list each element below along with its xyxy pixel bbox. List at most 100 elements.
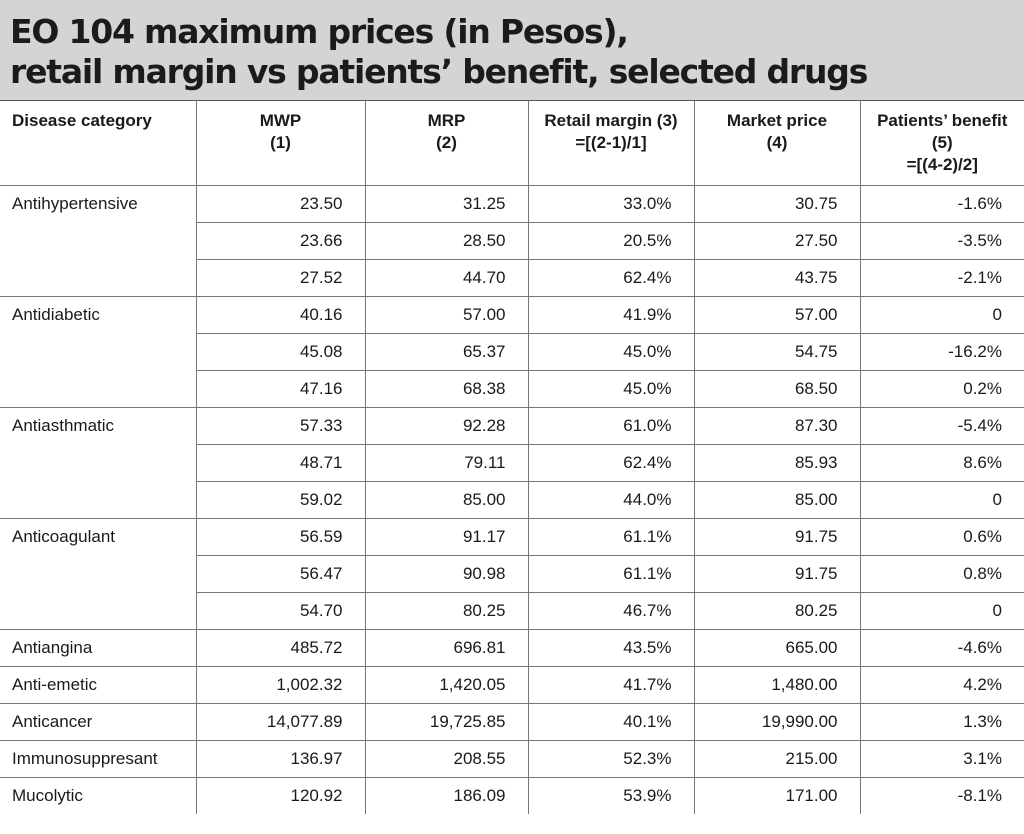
- value-cell: 91.75: [693, 518, 860, 556]
- value-cell: 1,002.32: [195, 666, 365, 704]
- value-cell: 208.55: [364, 740, 528, 778]
- column-header-text: (2): [436, 133, 457, 152]
- value-cell: 85.00: [693, 481, 860, 519]
- chart-title: EO 104 maximum prices (in Pesos), retail…: [10, 12, 1024, 92]
- disease-category-cell: Antiasthmatic: [0, 407, 196, 519]
- value-cell: 4.2%: [859, 666, 1024, 704]
- column-header-text: Disease category: [12, 111, 152, 130]
- column-header-text: Patients’ benefit: [877, 111, 1008, 130]
- disease-category-cell: Anticancer: [0, 703, 196, 741]
- column-header-text: Market price: [726, 111, 828, 130]
- value-cell: 59.02: [195, 481, 365, 519]
- value-cell: 62.4%: [527, 444, 694, 482]
- value-cell: 696.81: [364, 629, 528, 667]
- value-cell: 8.6%: [859, 444, 1024, 482]
- value-cell: 57.00: [693, 296, 860, 334]
- value-cell: -8.1%: [859, 777, 1024, 814]
- value-cell: 48.71: [195, 444, 365, 482]
- table-row: 59.02 85.00 44.0% 85.00 0: [0, 481, 1024, 519]
- value-cell: -2.1%: [859, 259, 1024, 297]
- value-cell: -5.4%: [859, 407, 1024, 445]
- table-row: 54.70 80.25 46.7% 80.25 0: [0, 592, 1024, 630]
- value-cell: 41.9%: [527, 296, 694, 334]
- value-cell: 43.5%: [527, 629, 694, 667]
- value-cell: 0: [859, 592, 1024, 630]
- value-cell: 0: [859, 481, 1024, 519]
- table-header: Disease category MWP (1) MRP (2) Retail margi…: [0, 101, 1024, 186]
- value-cell: 87.30: [693, 407, 860, 445]
- value-cell: 0.2%: [859, 370, 1024, 408]
- value-cell: 80.25: [364, 592, 528, 630]
- disease-category-cell: Antidiabetic: [0, 296, 196, 408]
- value-cell: 0.6%: [859, 518, 1024, 556]
- table-row: Antihypertensive 23.50 31.25 33.0% 30.75 -1.6…: [0, 185, 1024, 297]
- column-header-text: (5): [931, 133, 953, 152]
- value-cell: -16.2%: [859, 333, 1024, 371]
- value-cell: -4.6%: [859, 629, 1024, 667]
- value-cell: 27.50: [693, 222, 860, 260]
- value-cell: 136.97: [195, 740, 365, 778]
- value-cell: 68.50: [693, 370, 860, 408]
- table-row: Antiasthmatic 57.33 92.28 61.0% 87.30 -5.4%: [0, 407, 1024, 519]
- value-cell: 485.72: [195, 629, 365, 667]
- value-cell: 41.7%: [527, 666, 694, 704]
- value-cell: 27.52: [195, 259, 365, 297]
- value-cell: 30.75: [693, 185, 860, 223]
- value-cell: 54.75: [693, 333, 860, 371]
- value-cell: 85.00: [364, 481, 528, 519]
- value-cell: 23.66: [195, 222, 365, 260]
- table-row: Antidiabetic 40.16 57.00 41.9% 57.00 0: [0, 296, 1024, 408]
- table-row: 56.47 90.98 61.1% 91.75 0.8%: [0, 555, 1024, 593]
- table-row: 48.71 79.11 62.4% 85.93 8.6%: [0, 444, 1024, 482]
- disease-category-cell: Anti-emetic: [0, 666, 196, 704]
- value-cell: 57.33: [195, 407, 365, 445]
- table-row: Immunosuppresant 136.97 208.55 52.3% 215.00 3…: [0, 740, 1024, 778]
- table-row: Anti-emetic 1,002.32 1,420.05 41.7% 1,480.00…: [0, 666, 1024, 704]
- table-row: 27.52 44.70 62.4% 43.75 -2.1%: [0, 259, 1024, 297]
- value-cell: 91.75: [693, 555, 860, 593]
- column-header-3: Retail margin (3) =[(2-1)/1]: [527, 101, 694, 186]
- column-header-text: =[(4-2)/2]: [906, 155, 978, 174]
- value-cell: 171.00: [693, 777, 860, 814]
- column-header-text: (4): [766, 133, 788, 152]
- value-cell: 14,077.89: [195, 703, 365, 741]
- value-cell: 45.0%: [527, 333, 694, 371]
- value-cell: 92.28: [364, 407, 528, 445]
- value-cell: 53.9%: [527, 777, 694, 814]
- value-cell: 44.0%: [527, 481, 694, 519]
- disease-category-cell: Antihypertensive: [0, 185, 196, 297]
- value-cell: 56.47: [195, 555, 365, 593]
- value-cell: 0: [859, 296, 1024, 334]
- value-cell: 68.38: [364, 370, 528, 408]
- value-cell: 56.59: [195, 518, 365, 556]
- title-line-1: EO 104 maximum prices (in Pesos),: [10, 12, 629, 51]
- title-banner: EO 104 maximum prices (in Pesos), retail…: [0, 0, 1024, 101]
- value-cell: 40.1%: [527, 703, 694, 741]
- value-cell: 90.98: [364, 555, 528, 593]
- table-row: Antiangina 485.72 696.81 43.5% 665.00 -4.6%: [0, 629, 1024, 667]
- value-cell: 46.7%: [527, 592, 694, 630]
- column-header-text: MRP: [427, 111, 466, 130]
- value-cell: 61.1%: [527, 555, 694, 593]
- price-table: Disease category MWP (1) MRP (2) Retail margi…: [0, 101, 1024, 814]
- value-cell: 65.37: [364, 333, 528, 371]
- value-cell: 44.70: [364, 259, 528, 297]
- value-cell: 186.09: [364, 777, 528, 814]
- value-cell: 665.00: [693, 629, 860, 667]
- value-cell: 45.08: [195, 333, 365, 371]
- value-cell: 19,725.85: [364, 703, 528, 741]
- value-cell: 1.3%: [859, 703, 1024, 741]
- column-header-2: MRP (2): [364, 101, 528, 186]
- column-header-text: (1): [270, 133, 291, 152]
- value-cell: 0.8%: [859, 555, 1024, 593]
- title-line-2: retail margin vs patients’ benefit, sele…: [10, 52, 868, 91]
- value-cell: 1,420.05: [364, 666, 528, 704]
- value-cell: 43.75: [693, 259, 860, 297]
- table-row: 47.16 68.38 45.0% 68.50 0.2%: [0, 370, 1024, 408]
- value-cell: 120.92: [195, 777, 365, 814]
- column-header-text: =[(2-1)/1]: [575, 133, 647, 152]
- value-cell: 215.00: [693, 740, 860, 778]
- column-header-4: Market price (4): [693, 101, 860, 186]
- column-header-5: Patients’ benefit (5) =[(4-2)/2]: [859, 101, 1024, 186]
